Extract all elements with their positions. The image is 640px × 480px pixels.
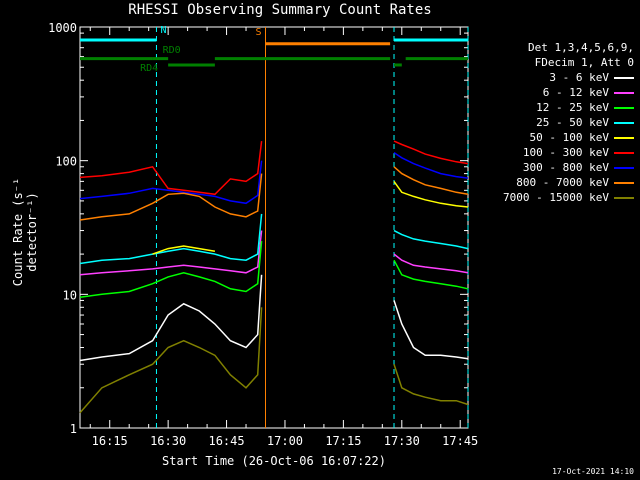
flag-bar-label: S — [255, 27, 261, 38]
legend-swatch — [614, 106, 634, 109]
y-tick-label: 1000 — [48, 21, 77, 35]
legend-entry: 25 - 50 keV — [488, 115, 634, 130]
series-line-4 — [79, 213, 263, 265]
x-tick-label: 16:30 — [150, 434, 186, 448]
x-tick-label: 17:00 — [267, 434, 303, 448]
series-line-1 — [393, 300, 469, 360]
legend-entry-label: 12 - 25 keV — [536, 101, 609, 114]
x-tick-label: 17:15 — [325, 434, 361, 448]
legend-entry-label: 100 - 300 keV — [522, 146, 609, 159]
legend-entry: 3 - 6 keV — [488, 70, 634, 85]
flag-bar-label: RD0 — [163, 45, 181, 56]
legend-header-line: FDecim 1, Att 0 — [534, 56, 634, 69]
x-tick-label: 16:15 — [92, 434, 128, 448]
legend-swatch — [614, 91, 634, 94]
legend-entry: 50 - 100 keV — [488, 130, 634, 145]
series-line-7 — [393, 151, 469, 179]
flag-bar-label: N — [160, 25, 166, 36]
series-line-7 — [79, 160, 263, 205]
legend-entry-label: 6 - 12 keV — [542, 86, 609, 99]
series-line-6 — [393, 140, 469, 165]
series-line-9 — [393, 363, 469, 406]
series-line-3 — [393, 259, 469, 290]
chart-title: RHESSI Observing Summary Count Rates — [128, 2, 432, 18]
series-line-2 — [393, 253, 469, 274]
legend-entry-label: 50 - 100 keV — [529, 131, 609, 144]
y-axis-label: Count Rate (s⁻¹ detector⁻¹) — [11, 177, 39, 287]
legend-entry-label: 300 - 800 keV — [522, 161, 609, 174]
legend-header-line: Det 1,3,4,5,6,9, — [528, 41, 634, 54]
legend-entry-label: 3 - 6 keV — [549, 71, 609, 84]
series-line-4 — [393, 229, 469, 250]
legend-entry: 12 - 25 keV — [488, 100, 634, 115]
legend-entry: 6 - 12 keV — [488, 85, 634, 100]
series-line-8 — [393, 166, 469, 196]
legend-swatch — [614, 151, 634, 154]
series-line-6 — [79, 141, 263, 196]
legend-entry-label: 800 - 7000 keV — [516, 176, 609, 189]
legend-swatch — [614, 181, 634, 184]
x-tick-label: 16:45 — [208, 434, 244, 448]
legend-entry: 100 - 300 keV — [488, 145, 634, 160]
flag-bar-label: RD4 — [140, 63, 158, 74]
series-line-5 — [152, 245, 216, 255]
legend-entry: 300 - 800 keV — [488, 160, 634, 175]
plot-frame — [79, 26, 469, 429]
legend-swatch — [614, 166, 634, 169]
x-tick-label: 17:45 — [442, 434, 478, 448]
x-axis-label: Start Time (26-Oct-06 16:07:22) — [162, 454, 386, 468]
legend-entry: 800 - 7000 keV — [488, 175, 634, 190]
series-line-8 — [79, 173, 263, 221]
series-line-2 — [79, 230, 263, 276]
legend: Det 1,3,4,5,6,9, FDecim 1, Att 0 3 - 6 k… — [488, 40, 634, 205]
x-tick-label: 17:30 — [384, 434, 420, 448]
series-line-1 — [79, 274, 263, 362]
series-line-3 — [79, 241, 263, 299]
legend-swatch — [614, 121, 634, 124]
series-line-5 — [393, 180, 469, 208]
y-tick-label: 100 — [55, 155, 77, 169]
legend-swatch — [614, 136, 634, 139]
legend-entry-label: 7000 - 15000 keV — [503, 191, 609, 204]
legend-swatch — [614, 76, 634, 79]
render-timestamp: 17-Oct-2021 14:10 — [552, 467, 634, 476]
series-line-9 — [79, 307, 263, 414]
legend-entry-label: 25 - 50 keV — [536, 116, 609, 129]
legend-swatch — [614, 196, 634, 199]
y-tick-label: 10 — [63, 288, 77, 302]
legend-entry: 7000 - 15000 keV — [488, 190, 634, 205]
y-tick-label: 1 — [70, 422, 77, 436]
